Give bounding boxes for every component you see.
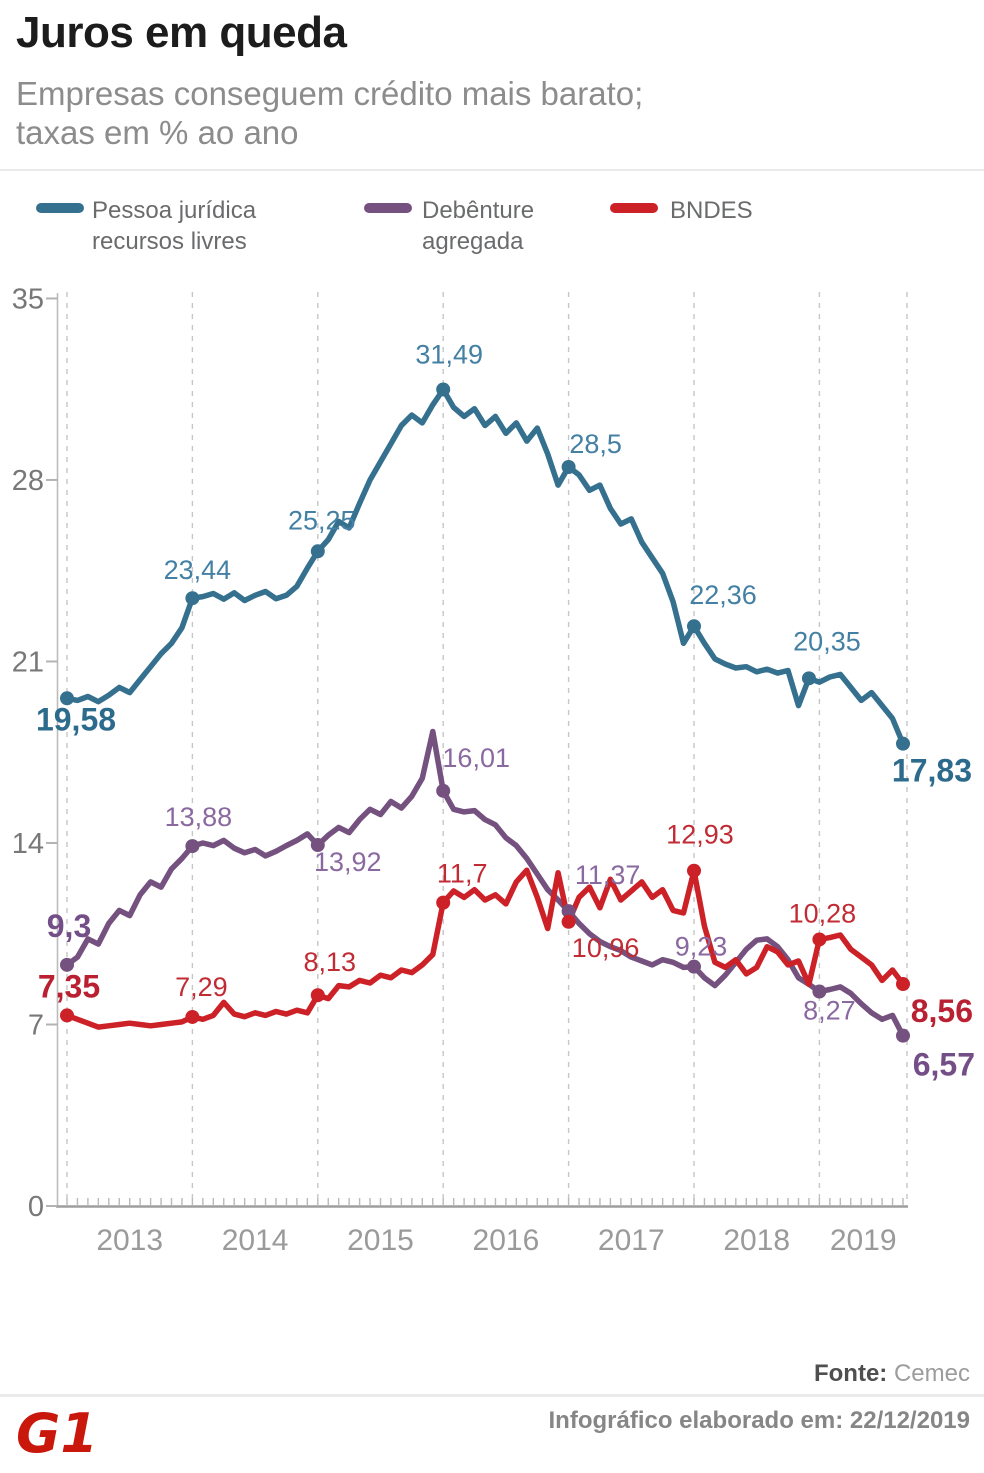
g1-logo-text: G1 xyxy=(16,1402,98,1465)
data-point-label: 23,44 xyxy=(164,555,232,585)
data-point-label: 13,92 xyxy=(314,847,382,877)
y-tick-label: 21 xyxy=(12,646,44,678)
data-point-label: 31,49 xyxy=(415,339,483,369)
data-point-dot xyxy=(185,839,200,854)
data-point-label: 9,23 xyxy=(675,932,728,962)
data-point-label: 28,5 xyxy=(569,429,622,459)
x-tick-label: 2015 xyxy=(347,1224,414,1257)
x-tick-label: 2019 xyxy=(830,1224,897,1257)
data-point-label: 6,57 xyxy=(913,1047,975,1083)
data-point-label: 8,56 xyxy=(911,993,973,1029)
data-point-dot xyxy=(185,591,200,606)
data-point-dot xyxy=(561,459,576,474)
y-tick-label: 28 xyxy=(12,465,44,497)
legend-swatch-red xyxy=(610,203,658,213)
data-point-dot xyxy=(801,671,816,686)
data-point-dot xyxy=(60,691,74,706)
data-point-label: 10,96 xyxy=(572,933,640,963)
y-tick-label: 35 xyxy=(12,283,44,315)
x-tick-label: 2017 xyxy=(598,1224,665,1257)
y-tick-label: 7 xyxy=(28,1009,44,1041)
x-tick-label: 2014 xyxy=(222,1224,289,1257)
header-divider xyxy=(0,169,984,171)
data-point-dot xyxy=(310,544,325,559)
data-point-dot xyxy=(812,932,827,947)
data-point-label: 13,88 xyxy=(165,802,233,832)
series-line xyxy=(64,386,906,747)
legend-label-line: BNDES xyxy=(670,197,753,224)
data-point-dot xyxy=(896,736,910,751)
data-point-dot xyxy=(436,783,451,798)
subtitle-line-1: Empresas conseguem crédito mais barato; xyxy=(16,75,644,112)
legend-label: BNDES xyxy=(670,195,753,226)
y-tick-label: 0 xyxy=(28,1191,44,1223)
data-point-label: 11,7 xyxy=(437,859,488,889)
data-point-dot xyxy=(561,914,576,929)
y-tick-label: 14 xyxy=(12,828,44,860)
x-tick-label: 2013 xyxy=(96,1224,163,1257)
data-point-label: 8,27 xyxy=(803,996,856,1026)
source-value: Cemec xyxy=(893,1360,970,1387)
data-point-label: 9,3 xyxy=(47,908,91,944)
data-point-label: 22,36 xyxy=(689,580,757,610)
data-point-dot xyxy=(687,863,701,878)
subtitle-line-2: taxas em % ao ano xyxy=(16,114,299,151)
data-point-dot xyxy=(436,382,451,397)
data-point-label: 8,13 xyxy=(304,947,357,977)
data-point-dot xyxy=(60,957,74,972)
legend-item-bndes: BNDES xyxy=(610,195,753,226)
data-point-dot xyxy=(896,1028,910,1043)
data-point-dot xyxy=(310,838,325,853)
data-point-label: 7,35 xyxy=(38,968,100,1004)
x-tick-label: 2018 xyxy=(723,1224,790,1257)
data-point-dot xyxy=(687,619,701,634)
data-point-label: 11,37 xyxy=(575,860,641,890)
legend-swatch-purple xyxy=(364,203,412,213)
data-point-label: 7,29 xyxy=(175,972,228,1002)
page-title: Juros em queda xyxy=(16,8,347,57)
data-point-label: 20,35 xyxy=(793,626,861,656)
data-point-dot xyxy=(436,895,451,910)
data-point-label: 25,25 xyxy=(288,505,356,535)
data-point-dot xyxy=(310,988,325,1003)
data-point-label: 19,58 xyxy=(36,701,116,737)
legend-swatch-teal xyxy=(36,203,84,213)
series-line xyxy=(64,867,906,1030)
legend-label-line: agregada xyxy=(422,228,524,255)
data-point-dot xyxy=(60,1008,74,1023)
source-label: Fonte: xyxy=(813,1360,888,1387)
data-point-dot xyxy=(812,984,827,999)
page-subtitle: Empresas conseguem crédito mais barato; … xyxy=(16,74,643,152)
x-tick-label: 2016 xyxy=(473,1224,540,1257)
legend-item-debenture: Debênture agregada xyxy=(364,195,534,257)
legend-label-line: Debênture xyxy=(422,197,535,224)
data-point-dot xyxy=(561,904,576,919)
data-point-dot xyxy=(185,1009,200,1024)
legend-label: Pessoa jurídica recursos livres xyxy=(92,195,256,257)
data-point-label: 12,93 xyxy=(666,820,734,850)
credit-note: Infográfico elaborado em: 22/12/2019 xyxy=(548,1407,971,1434)
footer-divider xyxy=(0,1394,984,1397)
data-point-label: 16,01 xyxy=(442,743,510,773)
data-point-dot xyxy=(687,959,701,974)
series-line xyxy=(64,728,906,1039)
legend-label-line: Pessoa jurídica xyxy=(92,197,257,224)
legend-label-line: recursos livres xyxy=(92,228,247,255)
data-point-dot xyxy=(896,977,910,992)
legend-item-pessoa-juridica: Pessoa jurídica recursos livres xyxy=(36,195,256,257)
data-point-label: 10,28 xyxy=(789,898,857,928)
g1-logo: G1 xyxy=(16,1402,98,1465)
data-point-label: 17,83 xyxy=(892,753,972,789)
legend-label: Debênture agregada xyxy=(422,195,534,257)
source-note: Fonte: Cemec xyxy=(814,1360,970,1388)
